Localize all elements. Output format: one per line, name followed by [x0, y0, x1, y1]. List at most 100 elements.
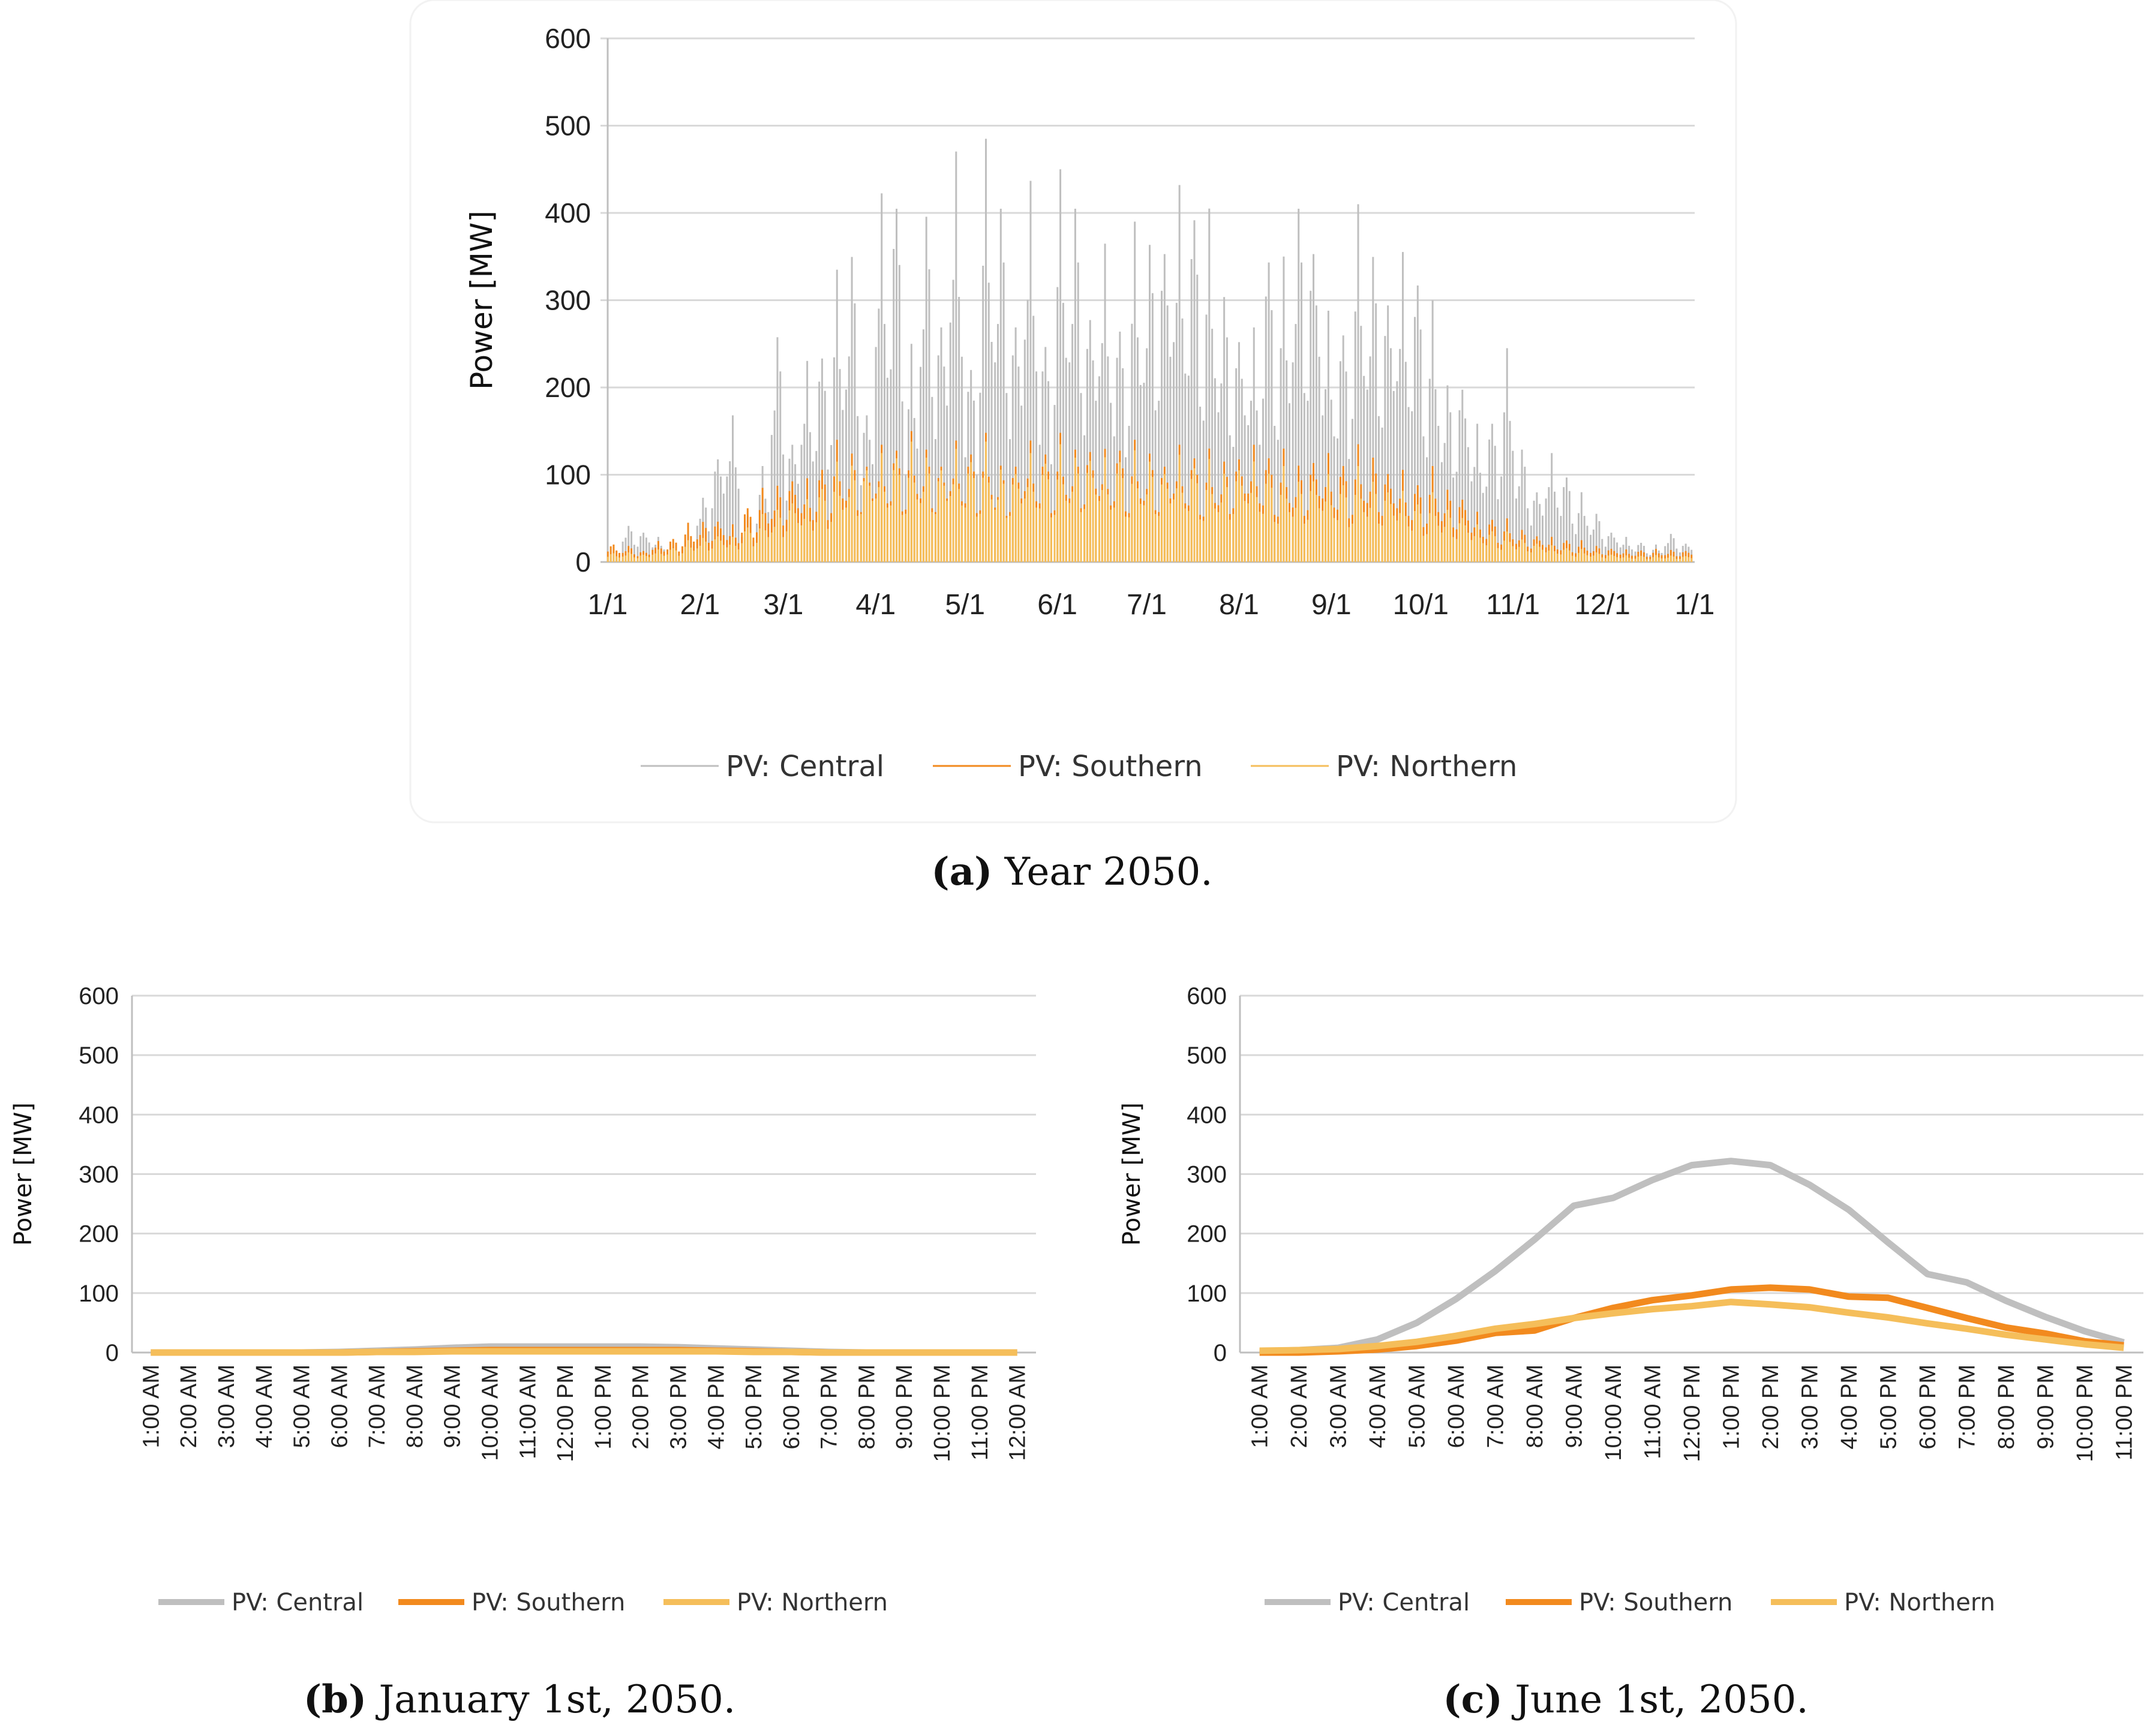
- chart-june-1: 0 100 200 300 400 500 600 Power [MW] PV: Central…: [1118, 983, 2143, 1722]
- x-tick-label: 9:00 AM: [440, 1365, 466, 1448]
- series-line-northern: [1259, 1299, 2124, 1354]
- x-tick-label: 10:00 AM: [1601, 1365, 1626, 1461]
- x-tick-label: 3:00 AM: [214, 1365, 239, 1448]
- legend-label-central: PV: Central: [232, 1589, 364, 1616]
- x-tick-label: 8:00 PM: [1994, 1365, 2019, 1450]
- x-tick-label: 12:00 PM: [553, 1365, 578, 1462]
- x-tick-label: 4:00 PM: [704, 1365, 729, 1450]
- x-tick-label: 5:00 AM: [1405, 1365, 1430, 1448]
- caption-text: June 1st, 2050.: [1503, 1678, 1809, 1722]
- y-tick-label: 600: [79, 983, 119, 1009]
- x-tick-label: 7:00 PM: [817, 1365, 842, 1450]
- x-tick-label: 1:00 PM: [591, 1365, 616, 1450]
- x-tick-label: 3:00 PM: [1797, 1365, 1822, 1450]
- x-tick-label: 12:00 PM: [1680, 1365, 1705, 1462]
- x-tick-label: 8:00 PM: [854, 1365, 879, 1450]
- y-tick-label: 300: [1187, 1162, 1227, 1188]
- series-line-southern: [1259, 1284, 2124, 1356]
- y-tick-label: 200: [545, 372, 591, 403]
- y-tick-label: 300: [79, 1162, 119, 1188]
- legend-label-southern: PV: Southern: [472, 1589, 625, 1616]
- x-tick-label: 2/1: [680, 589, 720, 621]
- x-tick-label: 5:00 PM: [1876, 1365, 1901, 1450]
- x-tick-label: 2:00 AM: [1287, 1365, 1312, 1448]
- x-tick-label: 6:00 AM: [327, 1365, 352, 1448]
- x-tick-label: 6:00 PM: [779, 1365, 804, 1450]
- x-tick-label: 5:00 PM: [741, 1365, 767, 1450]
- x-tick-label: 6:00 PM: [1915, 1365, 1941, 1450]
- x-tick-label: 3/1: [764, 589, 804, 621]
- x-tick-label: 11:00 AM: [1641, 1365, 1666, 1459]
- x-tick-label: 6/1: [1037, 589, 1077, 621]
- y-tick-label: 600: [545, 23, 591, 54]
- chart-a-frame: [409, 0, 1737, 824]
- x-tick-label: 2:00 AM: [176, 1365, 202, 1448]
- y-tick-label: 500: [1187, 1042, 1227, 1069]
- chart-year-2050: 0 100 200 300 400 500 600 Power [MW] PV: Central…: [464, 23, 1714, 894]
- x-tick-label: 4/1: [855, 589, 896, 621]
- y-tick-label: 400: [545, 197, 591, 229]
- y-tick-label: 100: [1187, 1281, 1227, 1307]
- y-tick-label: 0: [1214, 1340, 1227, 1366]
- x-tick-label: 10:00 PM: [2073, 1365, 2098, 1462]
- x-tick-label: 6:00 AM: [1444, 1365, 1469, 1448]
- x-tick-label: 9:00 PM: [2033, 1365, 2058, 1450]
- x-tick-label: 12/1: [1574, 589, 1630, 621]
- x-tick-label: 7:00 AM: [365, 1365, 390, 1448]
- caption: (b) January 1st, 2050.: [304, 1677, 735, 1722]
- x-tick-label: 1/1: [1675, 589, 1715, 621]
- x-tick-label: 8:00 AM: [403, 1365, 428, 1448]
- x-tick-label: 11:00 PM: [968, 1365, 993, 1460]
- legend-label-central: PV: Central: [726, 750, 884, 783]
- x-tick-label: 7/1: [1127, 589, 1167, 621]
- y-tick-label: 500: [545, 110, 591, 142]
- x-tick-label: 2:00 PM: [629, 1365, 654, 1450]
- x-tick-label: 7:00 AM: [1484, 1365, 1509, 1448]
- x-tick-label: 2:00 PM: [1758, 1365, 1783, 1450]
- x-tick-label: 11:00 AM: [515, 1365, 540, 1459]
- y-tick-label: 0: [106, 1340, 119, 1366]
- x-tick-label: 3:00 AM: [1326, 1365, 1352, 1448]
- x-tick-label: 5/1: [945, 589, 985, 621]
- chart-january-1: 0 100 200 300 400 500 600 Power [MW] PV: Central…: [10, 983, 1036, 1722]
- x-tick-label: 8:00 AM: [1523, 1365, 1548, 1448]
- x-tick-label: 5:00 AM: [290, 1365, 315, 1448]
- x-tick-label: 9/1: [1311, 589, 1352, 621]
- x-tick-label: 11:00 PM: [2112, 1365, 2137, 1460]
- y-axis-label: Power [MW]: [1118, 1102, 1146, 1246]
- y-tick-label: 300: [545, 285, 591, 316]
- series-line-northern: [151, 1348, 1017, 1356]
- x-tick-label: 11/1: [1486, 589, 1540, 621]
- x-tick-label: 9:00 PM: [892, 1365, 917, 1450]
- x-tick-label: 4:00 AM: [252, 1365, 277, 1448]
- y-axis-label: Power [MW]: [464, 211, 499, 390]
- legend-label-northern: PV: Northern: [1336, 750, 1517, 783]
- caption-text: Year 2050.: [992, 850, 1212, 894]
- caption: (a) Year 2050.: [931, 849, 1212, 894]
- y-tick-label: 400: [1187, 1102, 1227, 1128]
- x-tick-label: 4:00 AM: [1365, 1365, 1391, 1448]
- x-tick-label: 1:00 PM: [1719, 1365, 1744, 1450]
- legend-label-northern: PV: Northern: [737, 1589, 888, 1616]
- y-tick-label: 400: [79, 1102, 119, 1128]
- x-tick-label: 1:00 AM: [1248, 1365, 1273, 1448]
- caption-text: January 1st, 2050.: [367, 1678, 735, 1722]
- x-tick-label: 10/1: [1393, 589, 1449, 621]
- y-tick-label: 200: [79, 1221, 119, 1248]
- x-tick-label: 8/1: [1219, 589, 1259, 621]
- y-tick-label: 100: [79, 1281, 119, 1307]
- x-tick-label: 10:00 AM: [478, 1365, 503, 1461]
- y-tick-label: 200: [1187, 1221, 1227, 1248]
- y-tick-label: 600: [1187, 983, 1227, 1009]
- caption: (c) June 1st, 2050.: [1443, 1677, 1808, 1722]
- caption-label: (c): [1443, 1677, 1503, 1722]
- y-tick-label: 0: [575, 546, 591, 578]
- y-tick-label: 100: [545, 459, 591, 491]
- legend-label-southern: PV: Southern: [1579, 1589, 1732, 1616]
- legend-label-central: PV: Central: [1338, 1589, 1470, 1616]
- x-tick-label: 3:00 PM: [666, 1365, 691, 1450]
- legend-label-northern: PV: Northern: [1844, 1589, 1995, 1616]
- x-tick-label: 4:00 PM: [1837, 1365, 1862, 1450]
- y-tick-label: 500: [79, 1042, 119, 1069]
